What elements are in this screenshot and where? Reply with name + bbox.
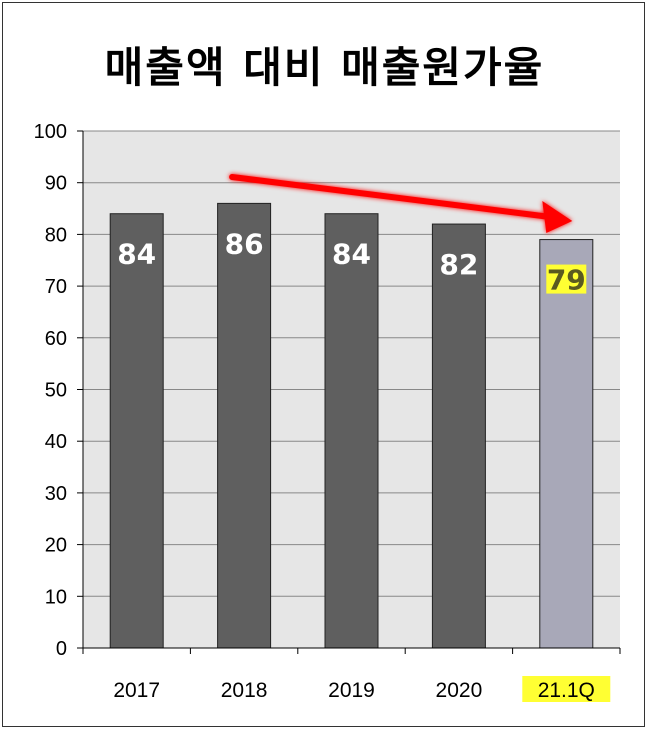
y-tick-label: 100 (34, 121, 67, 143)
trend-arrow-shape (229, 174, 573, 233)
y-tick-label: 90 (45, 173, 67, 195)
y-tick-label: 20 (45, 535, 67, 557)
x-tick-label: 2020 (436, 679, 483, 702)
data-labels: 84 86 84 82 79 (117, 227, 587, 297)
bar (431, 223, 486, 649)
bar (539, 239, 594, 649)
category-highlight (522, 676, 611, 702)
y-tick-label: 0 (56, 638, 67, 660)
bar (324, 213, 379, 649)
y-tick-label: 40 (45, 431, 67, 453)
data-label: 79 (547, 264, 586, 297)
data-label-highlight (546, 264, 587, 294)
y-tick-label: 70 (45, 276, 67, 298)
y-tick-label: 30 (45, 483, 67, 505)
data-label: 84 (117, 238, 156, 271)
data-label: 84 (332, 238, 371, 271)
x-tick-label: 21.1Q (538, 679, 595, 702)
trend-arrow (229, 174, 573, 233)
y-tick-label: 50 (45, 380, 67, 402)
x-tick-label: 2019 (328, 679, 375, 702)
chart-title: 매출액 대비 매출원가율 (104, 43, 545, 92)
y-tick-label: 60 (45, 328, 67, 350)
x-tick-label: 2018 (221, 679, 268, 702)
trend-arrow-head (542, 201, 573, 233)
bar (217, 202, 272, 649)
x-tick-label: 2017 (113, 679, 160, 702)
x-axis: 2017 2018 2019 2020 21.1Q (82, 647, 621, 702)
bar (109, 213, 164, 649)
y-tick-label: 80 (45, 224, 67, 246)
data-label: 86 (225, 227, 264, 260)
data-label: 82 (439, 248, 478, 281)
bars (109, 202, 594, 649)
y-axis-ticks: 0 10 20 30 40 50 60 70 80 90 100 (34, 121, 84, 660)
y-tick-label: 10 (45, 586, 67, 608)
trend-arrow-shaft (229, 174, 554, 220)
